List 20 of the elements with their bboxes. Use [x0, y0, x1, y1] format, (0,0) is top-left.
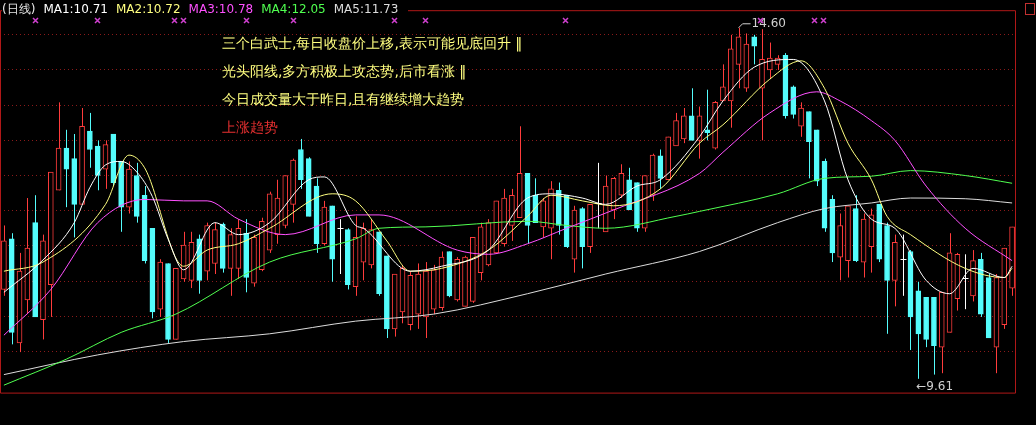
annotation: 14.60 — [751, 15, 786, 30]
annotation: 上涨趋势 — [222, 118, 278, 135]
text: MA2:10.72 — [115, 2, 181, 16]
candlestick — [798, 101, 804, 138]
candlestick — [720, 63, 726, 102]
candlestick — [704, 89, 711, 141]
annotation: 今日成交量大于昨日,且有继续增大趋势 — [222, 90, 465, 107]
candlestick — [751, 34, 758, 65]
candlestick — [681, 107, 687, 144]
annotation: 三个白武士,每日收盘价上移,表示可能见底回升 ‖ — [222, 34, 523, 52]
chart-title: (日线) — [2, 2, 36, 16]
candlestick — [337, 218, 344, 275]
text: MA4:12.05 — [261, 2, 326, 16]
candlestick — [673, 112, 679, 147]
annotation: 光头阳线,多方积极上攻态势,后市看涨 ‖ — [222, 62, 467, 80]
annotation: ←9.61 — [916, 378, 954, 393]
text: MA1:10.71 — [43, 2, 108, 16]
candlestick — [87, 112, 93, 169]
text: MA5:11.73 — [333, 2, 399, 16]
text: MA3:10.78 — [188, 2, 254, 16]
